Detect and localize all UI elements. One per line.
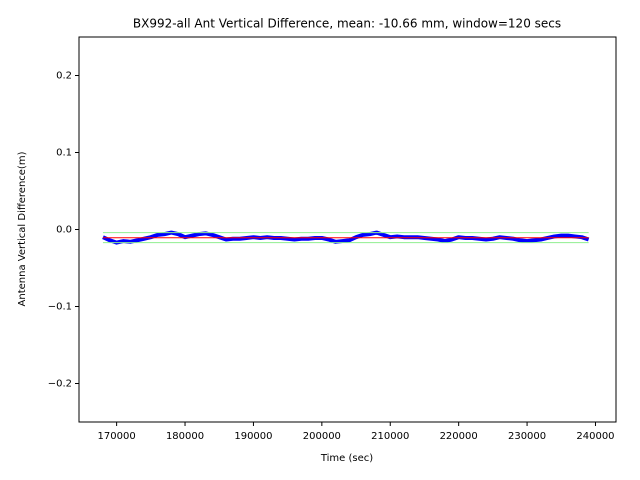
x-tick-label: 220000 [440, 431, 478, 442]
y-tick-label: −0.2 [48, 379, 72, 390]
plot-frame [78, 36, 617, 423]
x-axis-label: Time (sec) [320, 453, 373, 464]
x-tick-label: 210000 [371, 431, 409, 442]
x-tick-label: 200000 [303, 431, 341, 442]
y-tick-label: 0.1 [56, 148, 72, 159]
x-tick-label: 240000 [576, 431, 614, 442]
y-axis-label: Antenna Vertical Difference(m) [17, 151, 28, 306]
x-tick-label: 180000 [166, 431, 204, 442]
chart-title: BX992-all Ant Vertical Difference, mean:… [133, 17, 561, 31]
y-tick-label: 0.2 [56, 71, 72, 82]
x-tick-label: 170000 [98, 431, 136, 442]
y-tick-label: −0.1 [48, 302, 72, 313]
x-tick-label: 230000 [508, 431, 546, 442]
x-tick-label: 190000 [234, 431, 272, 442]
y-tick-label: 0.0 [56, 225, 72, 236]
